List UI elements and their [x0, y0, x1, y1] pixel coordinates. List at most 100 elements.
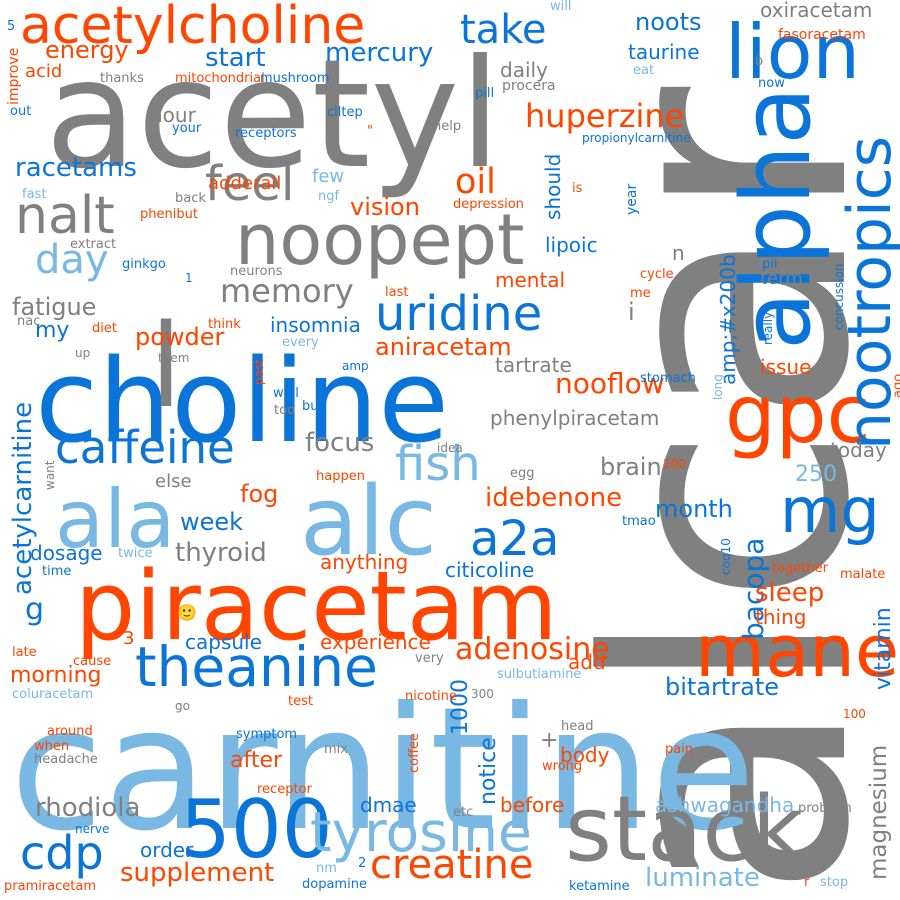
word-5: 5: [7, 19, 16, 34]
word-fog: fog: [240, 480, 279, 508]
word-mushroom: mushroom: [260, 71, 330, 86]
word-creatine: creatine: [370, 842, 534, 888]
word-feel: feel: [205, 156, 295, 212]
word-stack: stack: [565, 777, 804, 882]
word-acid: acid: [25, 61, 63, 82]
word-r: r: [804, 875, 810, 890]
word-receptor: receptor: [257, 782, 312, 797]
word-symbol-163: 🙂: [177, 603, 197, 622]
word-out: out: [10, 104, 32, 119]
word-coffee: coffee: [407, 732, 422, 773]
word-vitamin: vitamin: [871, 607, 896, 690]
word-mane: mane: [695, 609, 900, 693]
word-noots: noots: [635, 8, 702, 36]
word-carnitine: carnitine: [10, 671, 756, 869]
word-lipoic: lipoic: [545, 233, 598, 257]
word-adenosine: adenosine: [455, 632, 610, 667]
word-nalt: nalt: [15, 186, 115, 246]
word-i: i: [628, 298, 635, 326]
word-think: think: [208, 317, 241, 332]
word-alpha: alpha: [722, 86, 832, 350]
word-twice: twice: [118, 546, 153, 561]
word-stomach: stomach: [640, 371, 696, 386]
word-day: day: [35, 237, 109, 283]
word-nac: nac: [17, 314, 41, 329]
word-every: every: [282, 335, 319, 350]
word-dopamine: dopamine: [302, 877, 367, 892]
word-tmao: tmao: [622, 514, 656, 529]
word-really: really: [761, 311, 775, 345]
word-adderall: adderall: [208, 173, 282, 194]
word-nootropics: nootropics: [835, 135, 900, 450]
word-noopept: noopept: [235, 199, 525, 281]
word-a2a: a2a: [470, 511, 560, 567]
word-symbol-117: ": [367, 124, 373, 139]
word-phenibut: phenibut: [140, 207, 198, 222]
word-oil: oil: [455, 162, 496, 202]
word-well: well: [273, 386, 299, 401]
word-uridine: uridine: [375, 286, 543, 342]
word-pii: pii: [762, 257, 778, 272]
word-tyrosine: tyrosine: [310, 800, 532, 864]
word-pramiracetam: pramiracetam: [4, 879, 97, 894]
word-thyroid: thyroid: [175, 538, 267, 568]
word-citicoline: citicoline: [445, 558, 535, 582]
word-sulbutiamine: sulbutiamine: [497, 667, 582, 682]
word-fish: fish: [395, 436, 481, 492]
word-coluracetam: coluracetam: [12, 687, 94, 702]
word-acetylcarnitine: acetylcarnitine: [8, 401, 38, 595]
word-neurons: neurons: [230, 264, 283, 279]
word-cycle: cycle: [640, 267, 674, 282]
word-receptors: receptors: [235, 126, 297, 141]
word-year: year: [624, 183, 640, 215]
word-concussion: concussion: [832, 263, 846, 330]
word-powder: powder: [135, 323, 225, 351]
word-brain: brain: [600, 453, 662, 481]
word-time: time: [42, 564, 72, 579]
word-eat: eat: [633, 63, 655, 78]
word-very: very: [415, 651, 444, 666]
word-hour: hour: [150, 103, 196, 127]
word-body: body: [560, 743, 610, 767]
word-symbol-98: +: [540, 728, 559, 753]
word-mercury: mercury: [325, 38, 434, 68]
word-improve: improve: [6, 47, 22, 105]
word-mix: mix: [324, 742, 348, 757]
word-else: else: [155, 471, 192, 492]
word-term: term: [760, 268, 803, 289]
word-fasoracetam: fasoracetam: [778, 27, 866, 43]
word-etc: etc: [453, 805, 474, 820]
word-1000: 1000: [448, 679, 473, 735]
word-l: l: [150, 300, 182, 434]
word-headache: headache: [34, 752, 98, 767]
word-morning: morning: [10, 663, 102, 688]
word-cause: cause: [73, 654, 112, 669]
word-rhodiola: rhodiola: [35, 793, 141, 823]
word-today: today: [830, 438, 887, 462]
word-past: past: [252, 359, 266, 385]
word-is: is: [572, 181, 583, 196]
word-anything: anything: [320, 550, 409, 574]
word-test: test: [288, 694, 313, 709]
word-now: now: [758, 76, 785, 91]
word-capsule: capsule: [185, 630, 262, 654]
word-ngf: ngf: [318, 189, 340, 204]
word-fast: fast: [22, 187, 47, 202]
word-head: head: [561, 719, 594, 734]
word-caffeine: caffeine: [55, 421, 235, 474]
word-want: want: [43, 460, 57, 490]
word-before: before: [500, 793, 565, 817]
word-nooflow: nooflow: [555, 367, 665, 400]
word-dosage: dosage: [30, 541, 103, 565]
word-buy: buy: [302, 399, 327, 414]
word-pill: pill: [475, 86, 495, 101]
word-problem: problem: [798, 801, 852, 816]
word-2: 2: [358, 856, 367, 871]
word-thing: thing: [755, 605, 807, 629]
word-order: order: [140, 838, 194, 862]
word-n: n: [672, 241, 685, 265]
word-supplement: supplement: [120, 858, 275, 888]
word-around: around: [47, 724, 93, 739]
word-mg: mg: [780, 474, 880, 547]
